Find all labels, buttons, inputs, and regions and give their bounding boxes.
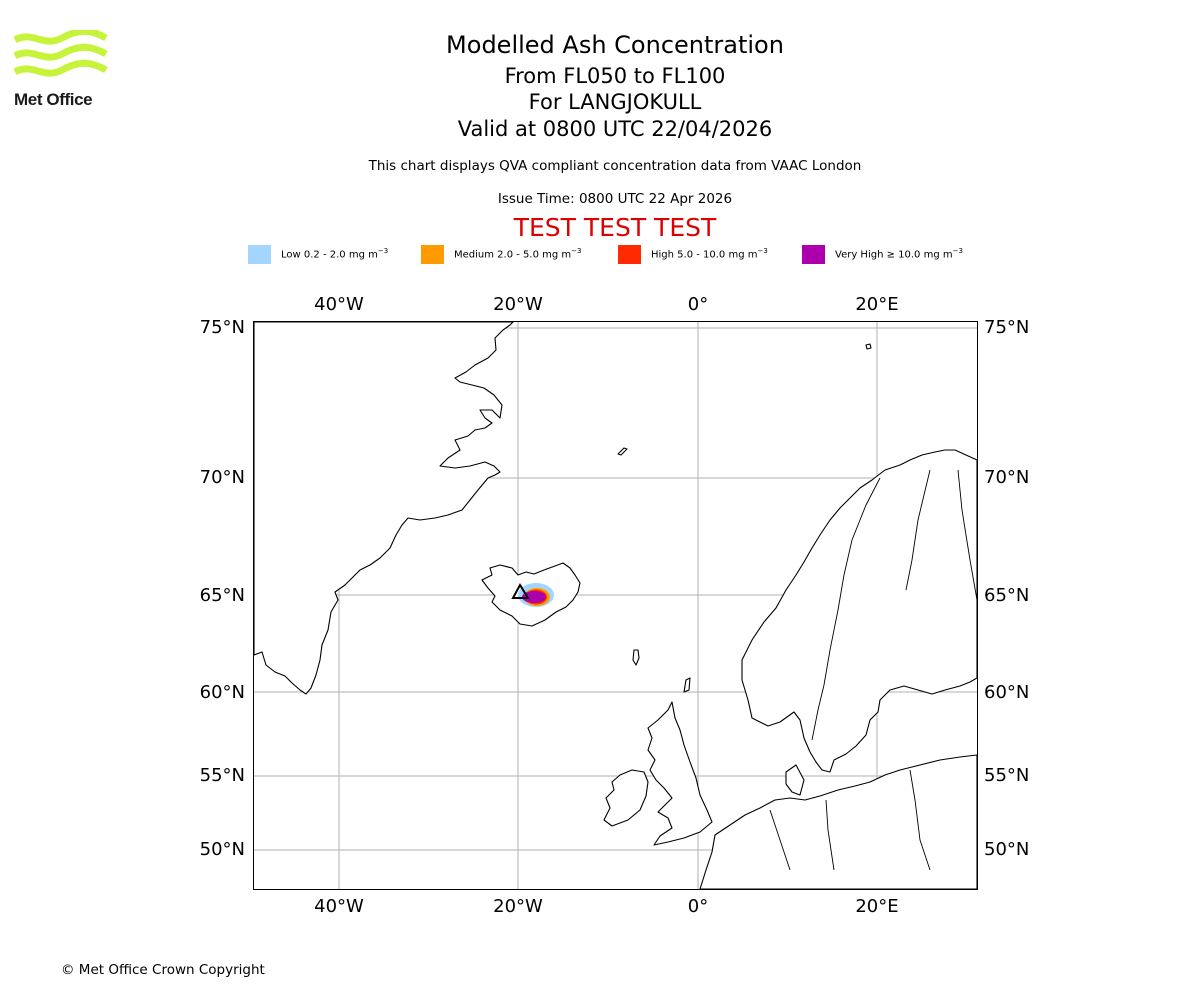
legend-item-very-high: Very High ≥ 10.0 mg m−3 xyxy=(802,244,963,264)
lon-label-top-40w: 40°W xyxy=(314,294,364,315)
lat-label-right-60n: 60°N xyxy=(984,682,1029,703)
lat-labels-right: 75°N 70°N 65°N 60°N 55°N 50°N xyxy=(984,317,1029,860)
copyright: © Met Office Crown Copyright xyxy=(61,962,265,978)
lon-label-top-0: 0° xyxy=(688,294,708,315)
map-frame xyxy=(253,321,978,890)
lat-label-left-60n: 60°N xyxy=(200,682,245,703)
lon-label-bottom-20e: 20°E xyxy=(855,896,898,917)
chart-title: Modelled Ash Concentration xyxy=(446,31,784,59)
lon-labels-top: 40°W 20°W 0° 20°E xyxy=(314,294,898,315)
mainland-europe xyxy=(699,754,978,890)
volcano-name: For LANGJOKULL xyxy=(528,90,702,114)
legend-label-medium: Medium 2.0 - 5.0 mg m−3 xyxy=(454,247,582,261)
lat-label-right-65n: 65°N xyxy=(984,585,1029,606)
issue-time: Issue Time: 0800 UTC 22 Apr 2026 xyxy=(497,191,733,207)
lat-label-right-55n: 55°N xyxy=(984,765,1029,786)
lon-label-top-20w: 20°W xyxy=(493,294,543,315)
lon-label-bottom-20w: 20°W xyxy=(493,896,543,917)
legend-item-high: High 5.0 - 10.0 mg m−3 xyxy=(618,244,768,264)
lon-label-top-20e: 20°E xyxy=(855,294,898,315)
legend-swatch-high xyxy=(618,244,641,264)
lon-labels-bottom: 40°W 20°W 0° 20°E xyxy=(314,896,898,917)
lat-label-left-50n: 50°N xyxy=(200,839,245,860)
logo-text: Met Office xyxy=(14,90,93,109)
legend-item-low: Low 0.2 - 2.0 mg m−3 xyxy=(248,244,388,264)
legend-swatch-medium xyxy=(421,244,444,264)
lat-label-left-70n: 70°N xyxy=(200,467,245,488)
greenland xyxy=(253,321,514,695)
country-borders xyxy=(769,469,978,871)
met-office-waves-icon xyxy=(13,27,108,77)
lon-label-bottom-40w: 40°W xyxy=(314,896,364,917)
ash-very-high xyxy=(522,591,546,603)
border-finland-russia xyxy=(957,469,978,601)
faroe-islands xyxy=(632,649,640,666)
test-banner: TEST TEST TEST xyxy=(513,213,717,242)
lat-label-left-75n: 75°N xyxy=(200,317,245,338)
lat-label-left-55n: 55°N xyxy=(200,765,245,786)
flight-level-range: From FL050 to FL100 xyxy=(504,64,726,88)
volcano-marker-icon xyxy=(511,582,530,599)
ash-plume xyxy=(518,583,554,607)
legend-item-medium: Medium 2.0 - 5.0 mg m−3 xyxy=(421,244,581,264)
jan-mayen xyxy=(617,447,628,456)
lat-label-right-50n: 50°N xyxy=(984,839,1029,860)
lat-labels-left: 75°N 70°N 65°N 60°N 55°N 50°N xyxy=(200,317,245,860)
legend-label-low: Low 0.2 - 2.0 mg m−3 xyxy=(281,247,389,261)
border-fr-de xyxy=(769,809,791,871)
legend-swatch-very-high xyxy=(802,244,825,264)
legend-label-very-high: Very High ≥ 10.0 mg m−3 xyxy=(835,247,963,261)
legend: Low 0.2 - 2.0 mg m−3 Medium 2.0 - 5.0 mg… xyxy=(0,244,1200,264)
shetland xyxy=(683,677,691,693)
met-office-logo: Met Office xyxy=(13,27,110,112)
legend-label-high: High 5.0 - 10.0 mg m−3 xyxy=(651,247,768,261)
bear-island xyxy=(865,343,872,350)
great-britain xyxy=(647,701,713,846)
coastlines xyxy=(253,321,978,890)
lon-label-bottom-0: 0° xyxy=(688,896,708,917)
border-de-pl xyxy=(825,799,835,871)
lat-label-right-70n: 70°N xyxy=(984,467,1029,488)
lat-label-left-65n: 65°N xyxy=(200,585,245,606)
scandinavia-europe xyxy=(741,449,978,773)
chart-description: This chart displays QVA compliant concen… xyxy=(368,158,862,174)
legend-swatch-low xyxy=(248,244,271,264)
denmark xyxy=(785,764,805,796)
border-pl-east xyxy=(909,769,931,871)
border-sweden-finland xyxy=(905,469,931,591)
ireland xyxy=(603,769,649,827)
valid-time: Valid at 0800 UTC 22/04/2026 xyxy=(457,117,773,141)
lat-label-right-75n: 75°N xyxy=(984,317,1029,338)
border-norway-sweden xyxy=(811,477,881,741)
